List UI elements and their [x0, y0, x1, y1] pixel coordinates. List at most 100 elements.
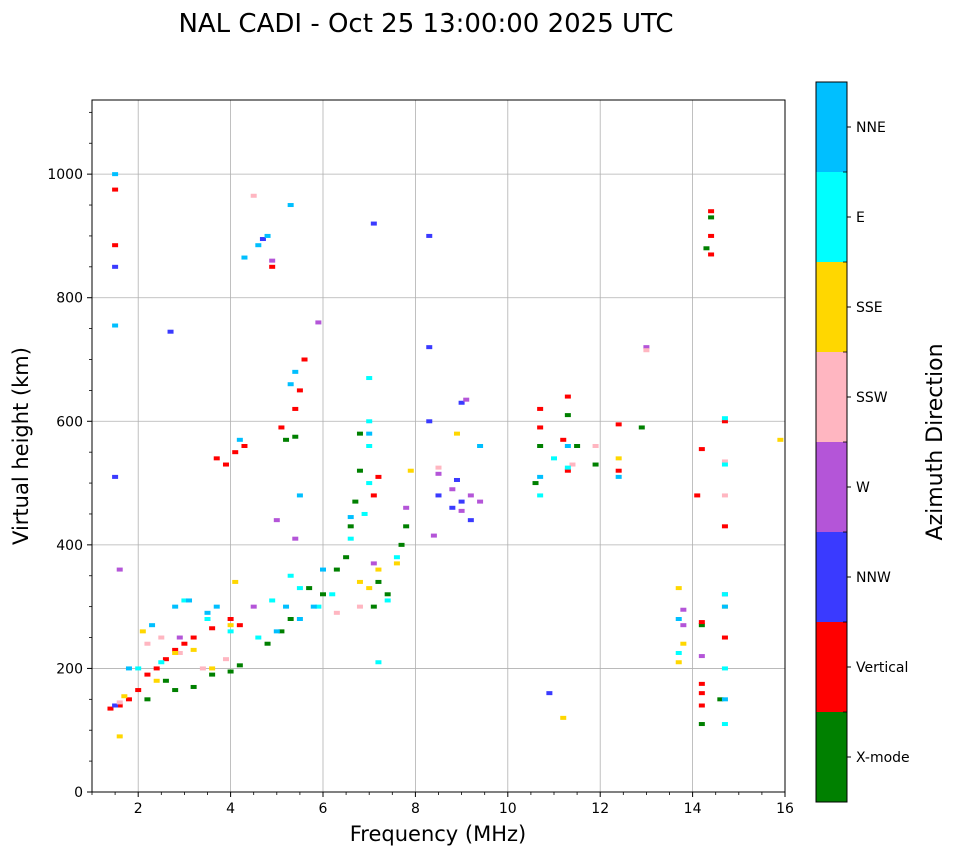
data-point: [537, 444, 544, 448]
series-vertical: [107, 187, 728, 711]
colorbar-frame: [815, 81, 848, 803]
data-point: [453, 477, 460, 482]
x-tick-label: 16: [776, 801, 794, 817]
data-point: [375, 660, 382, 665]
data-point: [204, 617, 211, 621]
colorbar-segment: [816, 442, 847, 532]
data-point: [426, 419, 433, 424]
data-point: [537, 493, 544, 498]
y-tick-label: 1000: [47, 167, 83, 183]
colorbar-tick-label: NNW: [856, 570, 891, 586]
data-point: [680, 607, 687, 612]
data-point: [352, 499, 359, 504]
data-point: [574, 444, 581, 448]
data-point: [213, 456, 220, 461]
data-point: [112, 474, 119, 479]
colorbar: X-mode Vertical NNW W SSW SSE E NNE: [815, 81, 910, 803]
data-point: [241, 444, 248, 448]
data-point: [407, 468, 414, 473]
data-point: [403, 524, 410, 529]
colorbar-tick-label: W: [856, 480, 870, 496]
data-point: [116, 703, 123, 708]
colorbar-segment: [816, 262, 847, 352]
data-point: [361, 511, 368, 516]
data-point: [721, 635, 728, 640]
data-point: [398, 542, 405, 547]
data-point: [393, 555, 400, 560]
data-point: [190, 647, 197, 652]
data-point: [356, 431, 363, 436]
data-point: [708, 209, 715, 214]
colorbar-segment: [816, 622, 847, 712]
data-point: [236, 437, 243, 442]
data-point: [296, 388, 303, 393]
data-point: [569, 462, 576, 467]
data-point: [107, 706, 114, 711]
data-point: [375, 567, 382, 572]
data-point: [149, 623, 156, 628]
data-point: [477, 444, 484, 448]
data-point: [564, 444, 571, 448]
data-point: [153, 666, 160, 671]
data-point: [273, 518, 280, 523]
data-point: [537, 425, 544, 430]
data-point: [721, 459, 728, 464]
data-point: [463, 397, 470, 402]
data-point: [458, 508, 465, 513]
data-point: [255, 635, 262, 640]
data-point: [181, 598, 188, 603]
colorbar-segment: [816, 532, 847, 622]
data-point: [426, 345, 433, 350]
data-point: [366, 431, 373, 436]
data-point: [375, 474, 382, 479]
data-point: [296, 493, 303, 498]
data-point: [227, 623, 234, 628]
data-point: [144, 641, 151, 646]
data-point: [264, 641, 271, 646]
x-tick-label: 6: [319, 801, 328, 817]
colorbar-tick-label: Vertical: [856, 660, 908, 676]
x-tick-label: 14: [684, 801, 702, 817]
data-point: [255, 243, 262, 248]
data-point: [721, 493, 728, 498]
data-point: [560, 715, 567, 720]
data-point: [283, 437, 290, 442]
data-point: [638, 425, 645, 430]
data-point: [190, 684, 197, 689]
data-point: [172, 604, 179, 609]
chart-title: NAL CADI - Oct 25 13:00:00 2025 UTC: [178, 9, 673, 39]
data-point: [477, 499, 484, 504]
colorbar-segment: [816, 82, 847, 172]
data-point: [116, 700, 123, 705]
data-point: [435, 471, 442, 476]
data-point: [430, 533, 437, 538]
data-point: [703, 246, 710, 251]
data-point: [366, 376, 373, 381]
data-point: [592, 444, 599, 448]
data-point: [698, 691, 705, 696]
data-point: [384, 598, 391, 603]
data-point: [347, 515, 354, 520]
data-point: [449, 487, 456, 492]
data-point: [269, 598, 276, 603]
data-point: [698, 681, 705, 686]
y-tick-label: 800: [56, 291, 83, 307]
data-point: [721, 462, 728, 467]
data-point: [162, 657, 169, 662]
data-point: [139, 629, 146, 634]
data-point: [181, 641, 188, 646]
data-point: [356, 579, 363, 584]
data-point: [551, 456, 557, 461]
data-point: [698, 447, 705, 452]
colorbar-segment: [816, 712, 847, 802]
data-point: [370, 493, 377, 498]
data-point: [176, 650, 183, 655]
data-point: [564, 465, 571, 470]
data-point: [222, 657, 229, 662]
data-point: [158, 635, 165, 640]
data-point: [366, 481, 373, 486]
x-tick-label: 2: [134, 801, 143, 817]
data-point: [615, 468, 622, 473]
data-point: [347, 536, 354, 541]
